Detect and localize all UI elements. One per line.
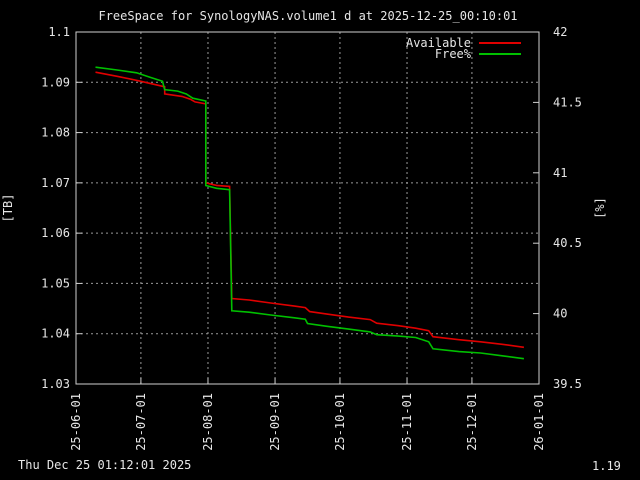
y-tick-label: 1.05 (41, 276, 70, 290)
series-line-available (95, 71, 525, 349)
x-tick-label: 25-06-01 (69, 393, 83, 451)
plot-frame (75, 31, 540, 385)
y-tick-label: 1.1 (48, 25, 70, 39)
x-tick-label: 25-09-01 (268, 393, 282, 451)
series-group (95, 66, 525, 360)
y2-axis-label: [%] (593, 197, 607, 219)
y-tick-label: 1.08 (41, 126, 70, 140)
footer-timestamp: Thu Dec 25 01:12:01 2025 (18, 458, 192, 472)
legend-label-free-percent: Free% (435, 47, 472, 61)
y-tick-label: 1.03 (41, 377, 70, 391)
y2-tick-label: 41.5 (553, 95, 582, 109)
footer-version: 1.19 (592, 459, 621, 473)
y2-tick-label: 40 (553, 307, 567, 321)
y-tick-label: 1.04 (41, 327, 70, 341)
x-tick-label: 25-08-01 (201, 393, 215, 451)
tick-marks (75, 31, 540, 385)
legend-label-available: Available (406, 36, 471, 50)
x-tick-label: 25-11-01 (400, 393, 414, 451)
series-line-free (95, 66, 525, 360)
y-tick-label: 1.09 (41, 75, 70, 89)
y-tick-label: 1.07 (41, 176, 70, 190)
x-tick-label: 25-10-01 (333, 393, 347, 451)
y-tick-label: 1.06 (41, 226, 70, 240)
x-tick-label: 25-12-01 (465, 393, 479, 451)
y2-tick-label: 39.5 (553, 377, 582, 391)
y-axis-label: [TB] (1, 194, 15, 223)
grid-lines (76, 32, 539, 384)
x-tick-label: 25-07-01 (134, 393, 148, 451)
chart-title: FreeSpace for SynologyNAS.volume1 d at 2… (98, 9, 517, 23)
y2-tick-label: 42 (553, 25, 567, 39)
x-tick-label: 26-01-01 (532, 393, 546, 451)
y2-tick-label: 40.5 (553, 236, 582, 250)
y2-tick-label: 41 (553, 166, 567, 180)
